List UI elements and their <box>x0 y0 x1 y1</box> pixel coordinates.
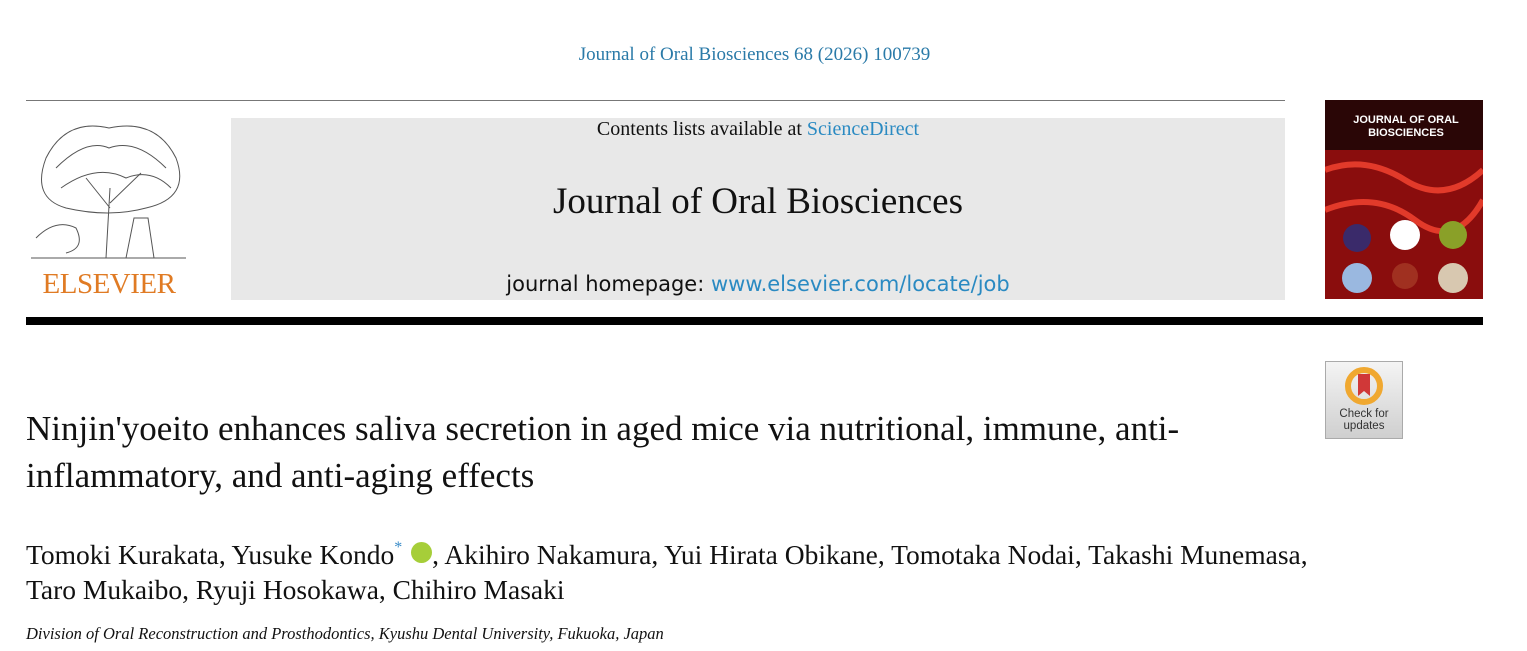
orcid-icon[interactable] <box>411 542 433 563</box>
author-name: Tomotaka Nodai <box>891 539 1075 570</box>
rule <box>26 100 1285 101</box>
author-separator: , <box>182 574 190 605</box>
affiliation: Division of Oral Reconstruction and Pros… <box>26 624 664 643</box>
rule-thick <box>26 317 1483 325</box>
journal-cover[interactable]: JOURNAL OF ORAL BIOSCIENCES <box>1325 100 1483 299</box>
homepage-line: journal homepage: www.elsevier.com/locat… <box>231 272 1285 296</box>
cover-art <box>1325 150 1483 299</box>
author-separator: , <box>877 539 885 570</box>
author-name: Yusuke Kondo <box>231 539 395 570</box>
contents-line: Contents lists available at ScienceDirec… <box>231 118 1285 141</box>
journal-banner <box>231 118 1285 300</box>
author-separator: , <box>378 574 386 605</box>
author-name: Chihiro Masaki <box>392 574 565 605</box>
author-separator: , <box>1074 539 1082 570</box>
publisher-name: ELSEVIER <box>42 268 176 300</box>
contents-prefix: Contents lists available at <box>596 118 802 140</box>
author-separator: , <box>651 539 659 570</box>
author-name: Ryuji Hosokawa <box>195 574 379 605</box>
badge-icon <box>1345 367 1383 405</box>
author-name: Tomoki Kurakata <box>26 539 219 570</box>
citation: Journal of Oral Biosciences 68 (2026) 10… <box>578 44 931 65</box>
check-for-updates[interactable]: Check for updates <box>1325 361 1403 439</box>
author-list: Tomoki Kurakata, Yusuke Kondo* , Akihiro… <box>26 530 1316 607</box>
elsevier-tree-logo <box>31 125 186 259</box>
journal-title: Journal of Oral Biosciences <box>553 181 963 222</box>
author-separator: , <box>432 539 440 570</box>
homepage-link[interactable]: www.elsevier.com/locate/job <box>710 272 1010 296</box>
author-name: Yui Hirata Obikane <box>664 539 878 570</box>
author-name: Akihiro Nakamura <box>444 539 652 570</box>
article-title: Ninjin'yoeito enhances saliva secretion … <box>26 409 1180 495</box>
author-name: Takashi Munemasa <box>1088 539 1301 570</box>
homepage-label: journal homepage: <box>506 272 705 296</box>
author-separator: , <box>1300 539 1308 570</box>
author-separator: , <box>218 539 226 570</box>
sciencedirect-link[interactable]: ScienceDirect <box>806 118 920 140</box>
badge-text: Check for updates <box>1339 408 1389 432</box>
author-mark: * <box>394 539 403 556</box>
author-name: Taro Mukaibo <box>26 574 183 605</box>
cover-title: JOURNAL OF ORAL BIOSCIENCES <box>1353 114 1459 139</box>
